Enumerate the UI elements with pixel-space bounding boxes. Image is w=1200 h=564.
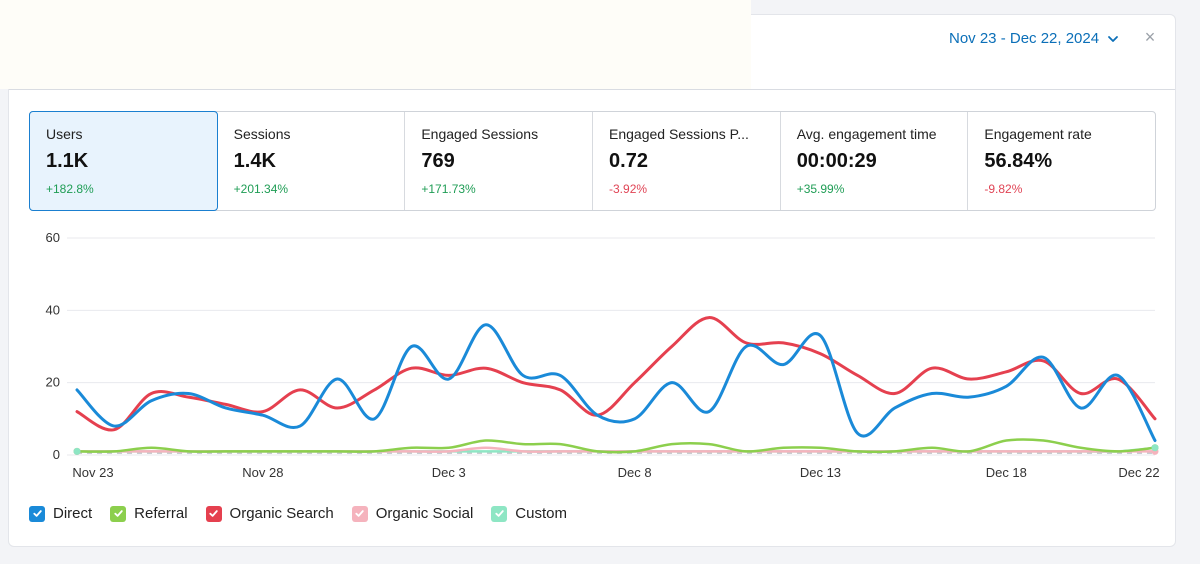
metric-change: -3.92% (609, 182, 648, 196)
chevron-down-icon (1108, 35, 1118, 42)
checkbox-checked-icon[interactable] (491, 505, 508, 522)
legend-item-direct[interactable]: Direct (29, 505, 92, 522)
legend-label: Organic Search (229, 505, 334, 522)
x-tick-label: Nov 28 (242, 465, 283, 480)
metric-value: 56.84% (984, 150, 1053, 172)
series-line-referral (75, 438, 1157, 454)
metric-tile-0[interactable]: Users 1.1K +182.8% (29, 111, 218, 211)
legend-label: Custom (515, 505, 567, 522)
metric-change: -9.82% (984, 182, 1023, 196)
header-cover (0, 0, 751, 89)
metric-label: Engagement rate (984, 126, 1092, 142)
date-range-picker[interactable]: Nov 23 - Dec 22, 2024 (949, 30, 1119, 47)
metric-value: 1.4K (233, 150, 276, 172)
metric-tile-4[interactable]: Avg. engagement time 00:00:29 +35.99% (781, 112, 969, 210)
date-range-label: Nov 23 - Dec 22, 2024 (949, 30, 1100, 47)
checkbox-checked-icon[interactable] (351, 505, 368, 522)
metric-value: 00:00:29 (796, 150, 877, 172)
header-divider (9, 89, 1175, 90)
legend-label: Referral (134, 505, 188, 522)
y-tick-label: 40 (46, 302, 60, 317)
chart-legend: Direct Referral Organic Search Organic Soci… (29, 505, 585, 522)
metric-change: +35.99% (796, 182, 845, 196)
close-icon[interactable]: × (1144, 27, 1156, 47)
series-line-direct (75, 323, 1157, 443)
metric-tile-5[interactable]: Engagement rate 56.84% -9.82% (968, 112, 1155, 210)
x-tick-label: Dec 18 (986, 465, 1027, 480)
metric-change: +201.34% (233, 182, 289, 196)
metric-label: Avg. engagement time (796, 126, 937, 142)
x-tick-label: Nov 23 (72, 465, 113, 480)
metric-label: Users (46, 126, 83, 142)
metric-change: +182.8% (46, 182, 94, 196)
metric-value: 0.72 (609, 150, 648, 172)
legend-item-custom[interactable]: Custom (491, 505, 567, 522)
metric-label: Engaged Sessions P... (609, 126, 749, 142)
x-tick-label: Dec 13 (800, 465, 841, 480)
series-point (73, 447, 81, 455)
metric-tile-3[interactable]: Engaged Sessions P... 0.72 -3.92% (593, 112, 781, 210)
checkbox-checked-icon[interactable] (110, 505, 127, 522)
series-point (1151, 444, 1159, 452)
metric-value: 1.1K (46, 150, 89, 172)
x-tick-label: Dec 8 (618, 465, 652, 480)
metrics-row: Users 1.1K +182.8% Sessions 1.4K +201.34% Enga… (29, 111, 1156, 211)
metric-value: 769 (421, 150, 455, 172)
y-tick-label: 20 (46, 375, 60, 390)
metric-label: Sessions (233, 126, 291, 142)
metric-tile-2[interactable]: Engaged Sessions 769 +171.73% (405, 112, 594, 210)
legend-item-referral[interactable]: Referral (110, 505, 188, 522)
analytics-card: Nov 23 - Dec 22, 2024 × Users 1.1K +182.8%… (0, 0, 1176, 547)
legend-label: Organic Social (375, 505, 474, 522)
x-tick-label: Dec 22 (1118, 465, 1159, 480)
legend-label: Direct (53, 505, 93, 522)
metric-change: +171.73% (421, 182, 476, 196)
y-tick-label: 0 (53, 447, 60, 462)
x-tick-label: Dec 3 (432, 465, 466, 480)
legend-item-organic-search[interactable]: Organic Search (205, 505, 334, 522)
checkbox-checked-icon[interactable] (205, 505, 222, 522)
y-tick-label: 60 (46, 230, 60, 245)
checkbox-checked-icon[interactable] (29, 505, 45, 522)
metric-tile-1[interactable]: Sessions 1.4K +201.34% (218, 112, 406, 210)
series-line-organic-search (75, 316, 1157, 432)
legend-item-organic-social[interactable]: Organic Social (351, 505, 474, 522)
metric-label: Engaged Sessions (421, 126, 539, 142)
